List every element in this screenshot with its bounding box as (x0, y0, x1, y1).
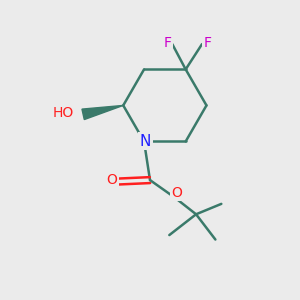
Text: F: F (164, 36, 172, 50)
Polygon shape (82, 105, 123, 120)
Text: N: N (140, 134, 151, 149)
Text: F: F (203, 36, 211, 50)
Text: O: O (106, 173, 117, 187)
Text: HO: HO (53, 106, 74, 120)
Text: O: O (171, 186, 182, 200)
